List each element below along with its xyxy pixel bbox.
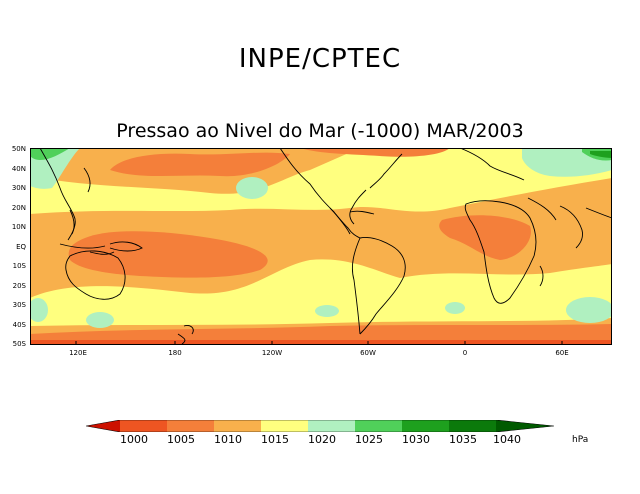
colorbar-label: 1025	[355, 433, 383, 446]
axis-ticks	[75, 341, 563, 345]
field-1005-1010-natl	[300, 148, 450, 157]
colorbar-label: 1020	[308, 433, 336, 446]
colorbar-label: 1005	[167, 433, 195, 446]
lat-label: 20N	[11, 204, 26, 212]
field-1020-1025-spac	[315, 305, 339, 317]
colorbar-label: 1035	[449, 433, 477, 446]
lat-label: 10N	[11, 223, 26, 231]
lon-label: 60W	[360, 349, 376, 357]
colorbar-segment	[214, 420, 261, 432]
field-1030-1035-eur	[590, 151, 612, 158]
lon-label: 120E	[69, 349, 87, 357]
lon-label: 120W	[261, 349, 283, 357]
colorbar-segment	[167, 420, 214, 432]
coastlines	[39, 148, 612, 345]
lat-label: 30N	[11, 184, 26, 192]
colorbar-label: 1030	[402, 433, 430, 446]
lon-label: 60E	[555, 349, 569, 357]
field-1005-1010-aleutian	[110, 152, 290, 177]
colorbar-segment	[402, 420, 449, 432]
lat-label: 40N	[11, 165, 26, 173]
field-1005-1010-africa	[439, 215, 531, 260]
lon-label: 0	[462, 349, 468, 357]
field-1015-1020-north	[30, 148, 612, 214]
colorbar-label: 1015	[261, 433, 289, 446]
lat-label: EQ	[16, 243, 26, 251]
field-1020-1025-satl	[445, 302, 465, 314]
colorbar-label: 1010	[214, 433, 242, 446]
field-1020-1025-au	[86, 312, 114, 328]
colorbar-label: 1040	[493, 433, 521, 446]
colorbar	[86, 420, 555, 432]
colorbar-segment	[355, 420, 402, 432]
lat-label: 30S	[12, 301, 26, 309]
map-frame	[30, 148, 612, 345]
field-1020-1025-ind	[566, 297, 612, 323]
colorbar-segment	[449, 420, 496, 432]
colorbar-segment	[261, 420, 308, 432]
map-subtitle: Pressao ao Nivel do Mar (-1000) MAR/2003	[116, 120, 524, 142]
field-1020-1025-npac	[236, 177, 268, 199]
main-title: INPE/CPTEC	[238, 44, 402, 74]
colorbar-label: 1000	[120, 433, 148, 446]
lon-label: 180	[168, 349, 182, 357]
field-1005-1010-warmpool	[68, 231, 268, 278]
lat-label: 10S	[12, 262, 26, 270]
pressure-map	[30, 148, 612, 345]
colorbar-segment	[308, 420, 355, 432]
field-1005-1010-southern	[30, 324, 612, 345]
lat-label: 20S	[12, 282, 26, 290]
field-1015-1020-south	[30, 259, 612, 326]
colorbar-segment	[120, 420, 167, 432]
field-1020-1025-west	[30, 298, 48, 322]
lat-label: 50S	[12, 340, 26, 348]
lat-label: 50N	[11, 145, 26, 153]
colorbar-below-arrow	[86, 420, 120, 432]
field-1025-1030-asia	[30, 148, 70, 160]
lat-label: 40S	[12, 321, 26, 329]
colorbar-above-arrow	[496, 420, 554, 432]
colorbar-unit: hPa	[572, 435, 589, 445]
